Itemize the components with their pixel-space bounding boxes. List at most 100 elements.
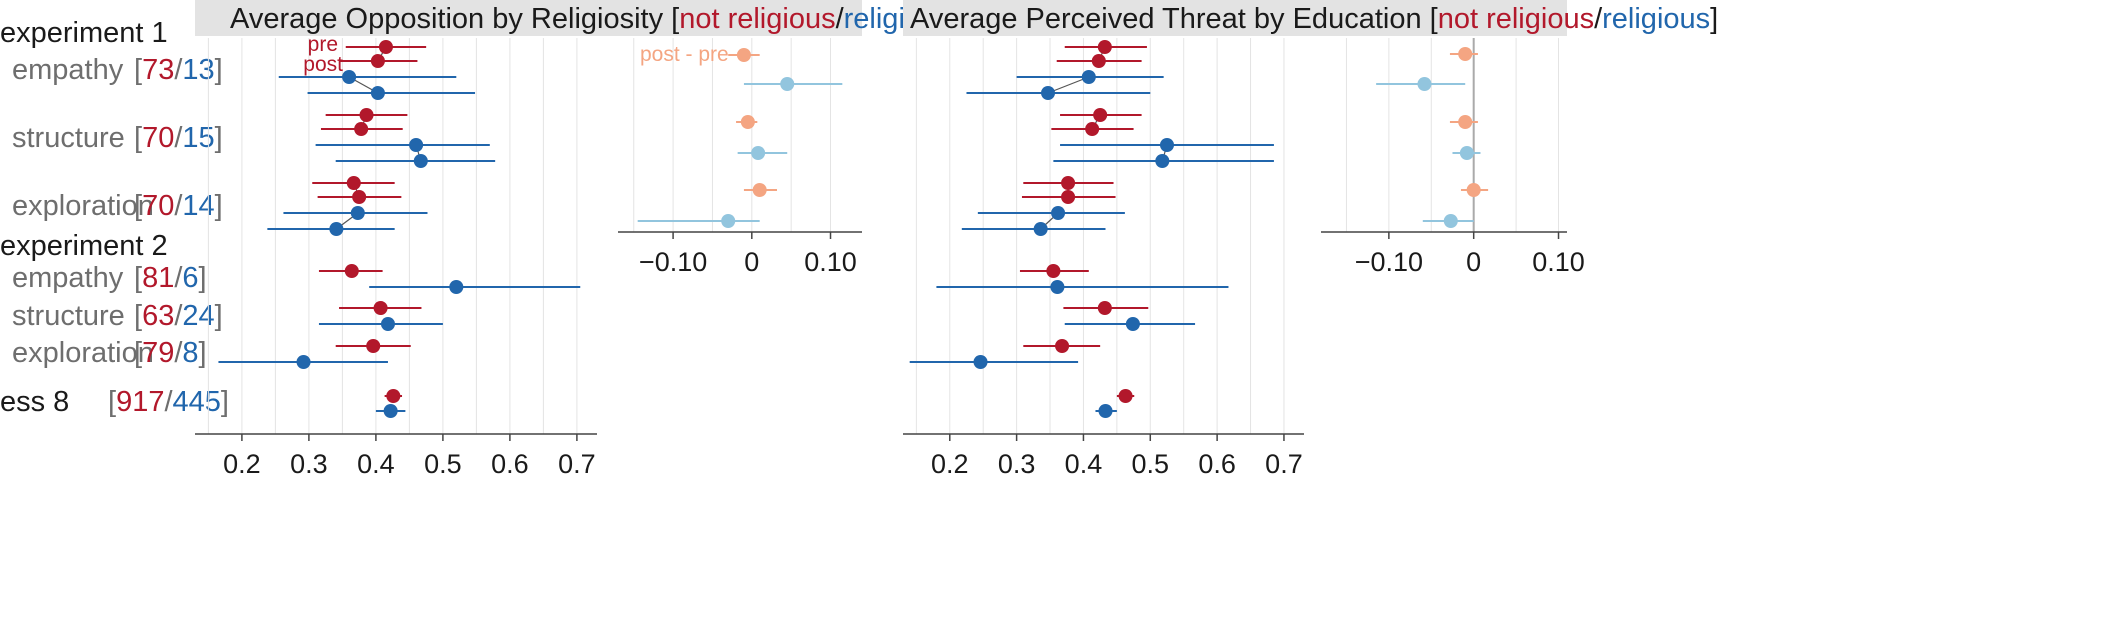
diff-x-tick-label: −0.10 (1355, 247, 1423, 277)
count-not-religious: 63 (142, 300, 174, 332)
count-separator: / (174, 300, 183, 332)
point-estimate (366, 339, 381, 353)
count-not-religious: 70 (142, 190, 174, 222)
count-separator: / (174, 190, 183, 222)
chart-panel: Average Opposition by Religiosity [not r… (195, 0, 960, 479)
row-label: empathy (12, 54, 124, 86)
title-band (195, 0, 862, 36)
diff-point-estimate (740, 115, 755, 129)
diff-point-estimate (1443, 214, 1458, 228)
count-bracket-close: ] (199, 337, 207, 369)
count-label: [73/13] (134, 54, 223, 86)
diff-point-estimate (1417, 77, 1432, 91)
count-not-religious: 79 (142, 337, 174, 369)
diff-point-estimate (736, 48, 751, 62)
point-estimate (329, 222, 344, 236)
point-estimate (1061, 176, 1076, 190)
title-not-religious: not religious (679, 3, 835, 35)
diff-x-tick-label: 0.10 (804, 247, 857, 277)
count-religious: 14 (182, 190, 214, 222)
diff-x-tick-label: 0 (744, 247, 759, 277)
group-label: experiment 1 (0, 17, 168, 49)
point-estimate (296, 355, 311, 369)
x-tick-label: 0.5 (424, 449, 462, 479)
point-estimate (1125, 317, 1140, 331)
x-tick-label: 0.7 (1265, 449, 1303, 479)
row-label: structure (12, 300, 125, 332)
count-not-religious: 81 (142, 262, 174, 294)
x-tick-label: 0.2 (223, 449, 261, 479)
point-estimate (354, 122, 369, 136)
count-bracket-open: [ (134, 262, 142, 294)
count-bracket-open: [ (108, 386, 116, 418)
x-tick-label: 0.3 (290, 449, 328, 479)
point-estimate (1051, 206, 1066, 220)
count-bracket-close: ] (215, 190, 223, 222)
point-estimate (352, 190, 367, 204)
diff-point-estimate (1458, 115, 1473, 129)
count-label: [70/14] (134, 190, 223, 222)
point-estimate (409, 138, 424, 152)
row-label: structure (12, 122, 125, 154)
title-prefix: Average Opposition by Religiosity [ (230, 3, 679, 35)
row-label: exploration (12, 337, 154, 369)
point-estimate (1159, 138, 1174, 152)
count-separator: / (174, 122, 183, 154)
point-estimate (413, 154, 428, 168)
x-tick-label: 0.7 (558, 449, 596, 479)
point-estimate (1041, 86, 1056, 100)
count-bracket-close: ] (215, 54, 223, 86)
count-bracket-open: [ (134, 54, 142, 86)
title-prefix: Average Perceived Threat by Education [ (910, 3, 1438, 35)
point-estimate (346, 176, 361, 190)
title-suffix: ] (1710, 3, 1718, 35)
diff-point-estimate (751, 146, 766, 160)
count-bracket-close: ] (215, 300, 223, 332)
group-label: experiment 2 (0, 230, 168, 262)
chart-title: Average Opposition by Religiosity [not r… (230, 3, 960, 35)
point-estimate (359, 108, 374, 122)
point-estimate (1033, 222, 1048, 236)
x-tick-label: 0.5 (1132, 449, 1170, 479)
point-estimate (1097, 40, 1112, 54)
point-estimate (1093, 108, 1108, 122)
count-label: [917/445] (108, 386, 229, 418)
point-estimate (1055, 339, 1070, 353)
count-bracket-open: [ (134, 122, 142, 154)
point-estimate (373, 301, 388, 315)
count-religious: 6 (182, 262, 198, 294)
point-estimate (378, 40, 393, 54)
diff-point-estimate (780, 77, 795, 91)
x-tick-label: 0.4 (1065, 449, 1103, 479)
count-religious: 8 (182, 337, 198, 369)
count-label: [70/15] (134, 122, 223, 154)
count-religious: 13 (182, 54, 214, 86)
point-estimate (1097, 301, 1112, 315)
title-religious: religious (1602, 3, 1710, 35)
row-label: exploration (12, 190, 154, 222)
point-estimate (370, 86, 385, 100)
point-estimate (1061, 190, 1076, 204)
pre-post-connector (1047, 76, 1090, 94)
point-estimate (1155, 154, 1170, 168)
point-estimate (383, 404, 398, 418)
point-estimate (1081, 70, 1096, 84)
title-band (903, 0, 1567, 36)
point-estimate (1046, 264, 1061, 278)
count-bracket-close: ] (215, 122, 223, 154)
title-not-religious: not religious (1438, 3, 1594, 35)
title-separator: / (1594, 3, 1603, 35)
count-separator: / (174, 54, 183, 86)
diff-x-tick-label: 0 (1466, 247, 1481, 277)
diff-point-estimate (721, 214, 736, 228)
point-estimate (342, 70, 357, 84)
count-religious: 15 (182, 122, 214, 154)
count-separator: / (164, 386, 173, 418)
post-minus-pre-label: post - pre (640, 43, 729, 66)
count-bracket-open: [ (134, 190, 142, 222)
point-estimate (449, 280, 464, 294)
count-separator: / (174, 337, 183, 369)
count-not-religious: 73 (142, 54, 174, 86)
